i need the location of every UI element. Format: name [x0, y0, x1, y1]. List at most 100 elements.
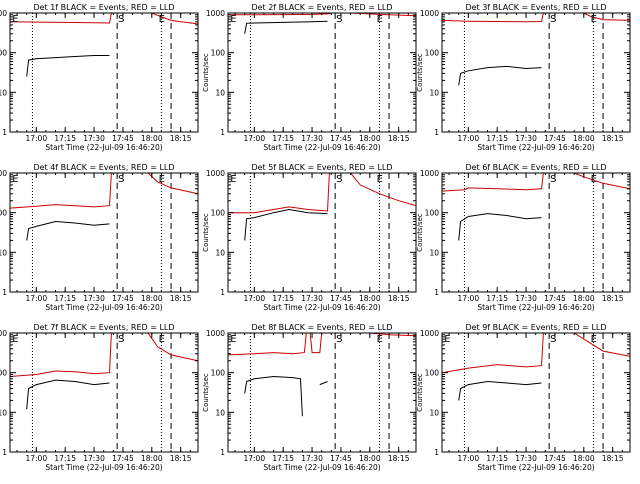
event-marker-label: E	[12, 174, 18, 185]
x-tick-label: 18:15	[388, 454, 410, 463]
y-tick-label: 1	[2, 288, 7, 297]
series-line	[244, 375, 303, 417]
y-axis-label: Counts/sec	[202, 53, 210, 92]
x-tick-label: 17:00	[25, 294, 47, 303]
x-tick-label: 18:15	[170, 454, 192, 463]
x-tick-label: 17:15	[54, 294, 76, 303]
y-tick-label: 100	[211, 209, 226, 218]
x-tick-label: 17:00	[457, 294, 479, 303]
x-tick-label: 17:00	[243, 294, 265, 303]
event-marker-label: S	[550, 174, 556, 185]
y-axis-label: Counts/sec	[416, 53, 424, 92]
detector-panel: Det 6f BLACK = Events, RED = LLD S E 1 10 100…	[416, 163, 631, 312]
panel-title: Det 9f BLACK = Events, RED = LLD	[465, 323, 606, 332]
y-tick-label: 1	[220, 128, 225, 137]
series-group	[228, 333, 416, 417]
series-group	[10, 13, 198, 77]
x-tick-label: 17:15	[54, 134, 76, 143]
y-axis-label: Counts/sec	[202, 213, 210, 252]
event-marker-label: E	[377, 174, 383, 185]
x-tick-label: 17:30	[301, 134, 323, 143]
y-tick-label: 100	[425, 369, 440, 378]
x-axis-label: Start Time (22-Jul-09 16:46:20)	[263, 143, 380, 152]
x-tick-label: 18:00	[359, 134, 381, 143]
y-tick-label: 1	[434, 448, 439, 457]
y-tick-label: 10	[429, 88, 439, 97]
series-line	[442, 13, 630, 23]
x-tick-label: 18:15	[388, 294, 410, 303]
y-axis-label: Counts/sec	[202, 373, 210, 412]
y-tick-label: 1	[434, 128, 439, 137]
x-tick-label: 17:30	[515, 134, 537, 143]
x-tick-label: 17:30	[83, 294, 105, 303]
x-tick-label: 18:15	[602, 294, 624, 303]
x-tick-label: 17:30	[301, 294, 323, 303]
event-marker-label: E	[159, 14, 165, 25]
series-line	[442, 173, 630, 192]
plot-frame	[9, 172, 199, 293]
x-tick-label: 17:15	[272, 134, 294, 143]
event-marker-label: E	[444, 334, 450, 345]
x-tick-label: 17:45	[544, 454, 566, 463]
detector-panel: Det 9f BLACK = Events, RED = LLD E S E 1 10 10…	[416, 323, 631, 472]
x-tick-label: 17:45	[330, 134, 352, 143]
series-line	[458, 65, 542, 86]
series-line	[458, 213, 542, 241]
x-tick-label: 17:00	[243, 454, 265, 463]
series-line	[228, 173, 416, 214]
y-tick-label: 100	[0, 209, 7, 218]
event-marker-label: S	[118, 14, 124, 25]
y-axis-label: Counts/sec	[416, 373, 424, 412]
y-tick-label: 1000	[0, 169, 7, 178]
event-marker-label: E	[230, 334, 236, 345]
series-group	[10, 173, 198, 241]
y-tick-label: 100	[211, 49, 226, 58]
y-tick-label: 10	[215, 88, 225, 97]
x-tick-label: 18:00	[573, 134, 595, 143]
x-tick-label: 17:45	[112, 454, 134, 463]
series-line	[244, 20, 328, 34]
y-tick-label: 1000	[420, 169, 439, 178]
x-tick-label: 18:15	[602, 454, 624, 463]
event-marker-label: E	[591, 174, 597, 185]
y-tick-label: 10	[215, 248, 225, 257]
detector-panel: Det 1f BLACK = Events, RED = LLD E S E 1 10 10…	[0, 3, 199, 152]
series-group	[442, 173, 630, 241]
y-axis-label: Counts/sec	[416, 213, 424, 252]
x-tick-label: 17:15	[272, 454, 294, 463]
x-tick-label: 18:00	[359, 454, 381, 463]
x-tick-label: 17:45	[544, 134, 566, 143]
panel-title: Det 4f BLACK = Events, RED = LLD	[33, 163, 174, 172]
x-axis-label: Start Time (22-Jul-09 16:46:20)	[45, 143, 162, 152]
y-tick-label: 1	[2, 448, 7, 457]
y-tick-label: 1000	[206, 9, 225, 18]
event-marker-label: E	[377, 334, 383, 345]
y-tick-label: 10	[429, 248, 439, 257]
x-axis-label: Start Time (22-Jul-09 16:46:20)	[45, 463, 162, 472]
x-tick-label: 17:15	[486, 454, 508, 463]
y-tick-label: 10	[215, 408, 225, 417]
series-line	[26, 55, 110, 77]
event-marker-label: S	[336, 334, 342, 345]
y-tick-label: 100	[0, 49, 7, 58]
series-group	[228, 13, 416, 34]
series-line	[442, 333, 630, 374]
event-marker-label: S	[118, 334, 124, 345]
event-marker-label: S	[550, 334, 556, 345]
detector-panel: Det 8f BLACK = Events, RED = LLD E S E 1 10 10…	[202, 323, 417, 472]
y-tick-label: 1000	[0, 9, 7, 18]
x-tick-label: 17:45	[330, 294, 352, 303]
detector-panel: Det 4f BLACK = Events, RED = LLD E S E 1 10 10…	[0, 163, 199, 312]
x-tick-label: 17:00	[25, 134, 47, 143]
x-tick-label: 17:30	[515, 294, 537, 303]
x-tick-label: 17:30	[83, 134, 105, 143]
plot-frame	[441, 12, 631, 133]
x-tick-label: 17:30	[515, 454, 537, 463]
x-tick-label: 18:00	[359, 294, 381, 303]
plot-frame	[227, 332, 417, 453]
plot-frame	[441, 172, 631, 293]
y-tick-label: 10	[0, 88, 7, 97]
x-tick-label: 18:00	[141, 294, 163, 303]
